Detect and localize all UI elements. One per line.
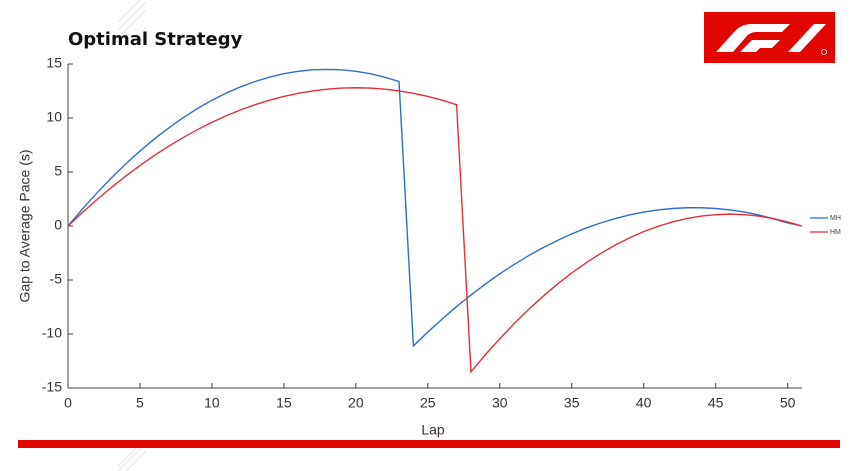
y-tick-label: 15 <box>46 55 62 71</box>
x-tick-label: 0 <box>64 395 72 411</box>
legend-label: MH <box>830 215 841 222</box>
y-tick-label: -5 <box>50 271 63 287</box>
x-axis-label: Lap <box>421 422 445 438</box>
chart-title: Optimal Strategy <box>68 29 243 50</box>
x-tick-label: 50 <box>780 395 796 411</box>
y-tick-label: 0 <box>54 217 62 233</box>
x-tick-label: 15 <box>276 395 292 411</box>
y-tick-label: 10 <box>46 109 62 125</box>
y-tick-label: 5 <box>54 163 62 179</box>
series-line <box>67 87 803 374</box>
x-tick-label: 30 <box>492 395 508 411</box>
y-tick-label: -10 <box>42 325 62 341</box>
x-tick-label: 10 <box>204 395 220 411</box>
footer-bar <box>18 440 840 448</box>
y-tick-label: -15 <box>42 379 62 395</box>
decor-hatch <box>117 0 147 471</box>
x-tick-label: 35 <box>564 395 580 411</box>
series-line <box>67 68 803 348</box>
x-tick-label: 25 <box>420 395 436 411</box>
f1-logo <box>704 12 835 63</box>
y-axis-label: Gap to Average Pace (s) <box>17 149 33 302</box>
x-tick-label: 40 <box>636 395 652 411</box>
x-tick-label: 5 <box>136 395 144 411</box>
legend-label: HM <box>830 229 841 236</box>
x-tick-label: 45 <box>708 395 724 411</box>
x-tick-label: 20 <box>348 395 364 411</box>
